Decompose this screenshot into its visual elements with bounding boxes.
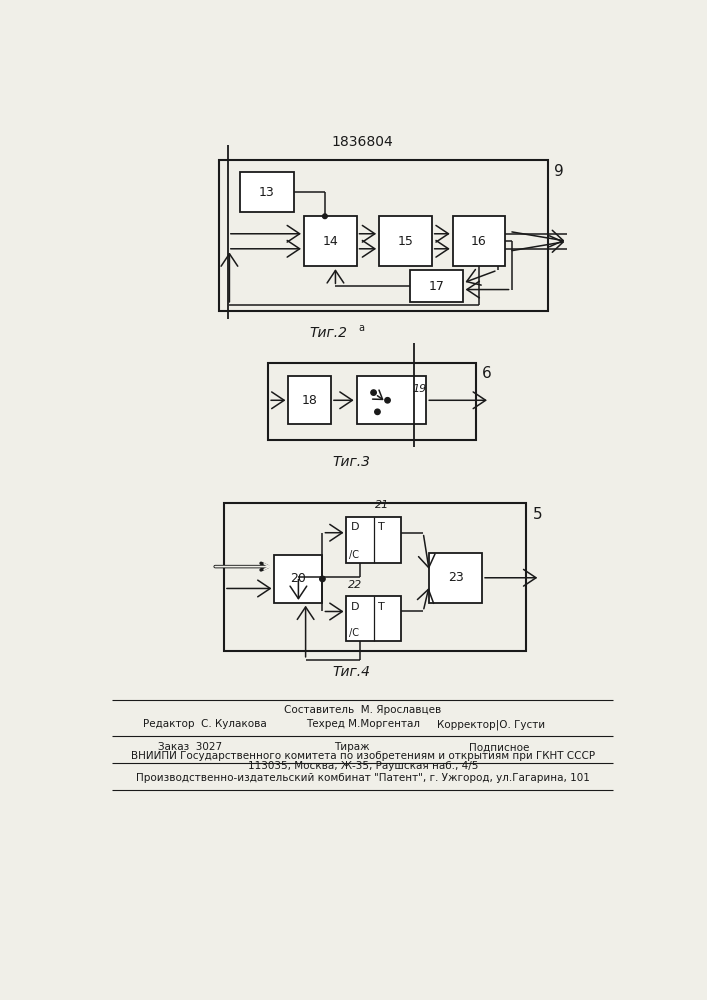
- Bar: [410, 270, 462, 302]
- Text: Тираж: Тираж: [334, 742, 370, 752]
- Text: 19: 19: [412, 384, 426, 394]
- Bar: [452, 216, 506, 266]
- Bar: [429, 553, 482, 603]
- Text: 22: 22: [348, 580, 362, 590]
- Bar: [274, 555, 322, 603]
- Bar: [346, 517, 401, 563]
- Text: 1836804: 1836804: [331, 135, 393, 149]
- Text: Τиг.4: Τиг.4: [333, 665, 371, 679]
- Text: 21: 21: [375, 500, 390, 510]
- Bar: [268, 363, 476, 440]
- Circle shape: [320, 576, 325, 582]
- Text: Τиг.3: Τиг.3: [333, 455, 371, 469]
- Text: /C: /C: [349, 628, 358, 638]
- Bar: [288, 376, 331, 424]
- Text: Редактор  С. Кулакова: Редактор С. Кулакова: [143, 719, 267, 729]
- Text: T: T: [378, 602, 385, 612]
- Bar: [346, 596, 401, 641]
- Text: D: D: [351, 522, 360, 532]
- Text: T: T: [378, 522, 385, 532]
- Text: 9: 9: [554, 164, 564, 179]
- Text: 14: 14: [322, 235, 338, 248]
- Text: 23: 23: [448, 571, 464, 584]
- Bar: [224, 503, 526, 651]
- Text: /C: /C: [349, 550, 358, 560]
- Text: Техред М.Моргентал: Техред М.Моргентал: [305, 719, 420, 729]
- Text: 17: 17: [428, 280, 444, 293]
- Text: 113035, Москва, Ж-35, Раушская наб., 4/5: 113035, Москва, Ж-35, Раушская наб., 4/5: [247, 761, 478, 771]
- Bar: [304, 216, 356, 266]
- Text: Составитель  М. Ярославцев: Составитель М. Ярославцев: [284, 705, 441, 715]
- Text: 15: 15: [397, 235, 414, 248]
- Text: Корректор|О. Густи: Корректор|О. Густи: [438, 719, 545, 730]
- Text: Τиг.2: Τиг.2: [310, 326, 348, 340]
- Bar: [379, 216, 432, 266]
- Text: ВНИИПИ Государственного комитета по изобретениям и открытиям при ГКНТ СССР: ВНИИПИ Государственного комитета по изоб…: [131, 751, 595, 761]
- Text: a: a: [358, 323, 364, 333]
- Text: Производственно-издательский комбинат "Патент", г. Ужгород, ул.Гагарина, 101: Производственно-издательский комбинат "П…: [136, 773, 590, 783]
- Bar: [356, 376, 426, 424]
- Text: Подписное: Подписное: [469, 742, 530, 752]
- Bar: [240, 172, 293, 212]
- Text: 18: 18: [302, 394, 317, 407]
- Text: 6: 6: [482, 366, 492, 381]
- Text: Заказ  3027: Заказ 3027: [158, 742, 222, 752]
- Bar: [218, 160, 548, 311]
- Circle shape: [375, 409, 380, 415]
- Text: 20: 20: [291, 572, 306, 585]
- Text: 16: 16: [471, 235, 487, 248]
- Text: 5: 5: [532, 507, 542, 522]
- Text: D: D: [351, 602, 360, 612]
- Circle shape: [385, 398, 390, 403]
- Circle shape: [371, 390, 376, 395]
- Circle shape: [322, 214, 327, 219]
- Text: 13: 13: [259, 186, 274, 199]
